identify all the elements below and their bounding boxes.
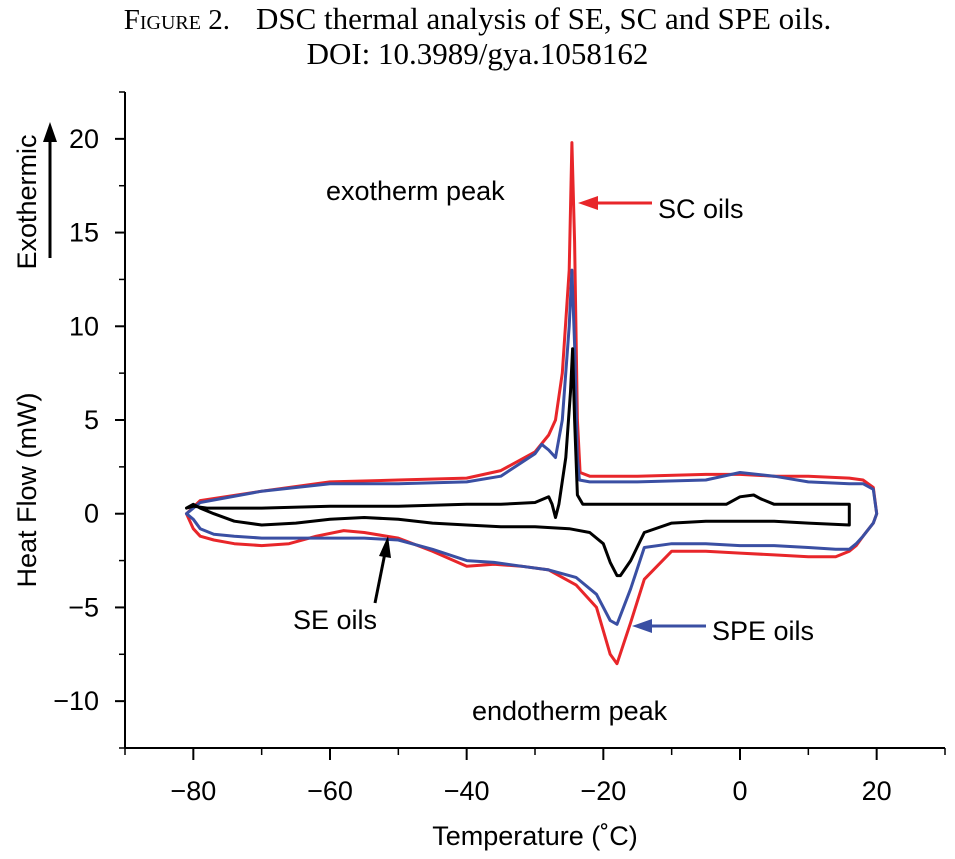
exothermic-arrow-head [43, 122, 57, 142]
y-axis-title: Heat Flow (mW) [12, 393, 42, 588]
x-tick-label: −20 [580, 776, 626, 806]
endotherm-peak-label: endotherm peak [472, 696, 668, 726]
y-tick-label: −10 [53, 686, 99, 716]
exotherm-peak-label: exotherm peak [326, 176, 505, 206]
se-oils-pointer-head [379, 536, 391, 558]
spe-oils-curve [185, 268, 879, 626]
sc-oils-label: SC oils [658, 194, 744, 224]
y-tick-label: 0 [84, 499, 99, 529]
y-tick-label: 5 [84, 405, 99, 435]
sc-oils-pointer-head [578, 196, 598, 210]
se-oils-curve [185, 347, 851, 578]
figure-label: Figure 2. [123, 4, 230, 36]
y-tick-label: 15 [69, 218, 99, 248]
caption-line-2: DOI: 10.3989/gya.1058162 [306, 36, 649, 71]
exothermic-label: Exothermic [12, 134, 42, 269]
se-oils-label: SE oils [293, 605, 377, 635]
figure-caption: Figure 2. DSC thermal analysis of SE, SC … [0, 2, 955, 71]
y-tick-label: 20 [69, 124, 99, 154]
x-tick-label: −40 [444, 776, 490, 806]
y-tick-label: −5 [68, 592, 99, 622]
x-tick-label: −60 [307, 776, 353, 806]
x-axis-title: Temperature (˚C) [432, 821, 638, 851]
annotations: exotherm peak SC oils SE oils SPE oils endot… [293, 176, 814, 726]
caption-title: DSC thermal analysis of SE, SC and SPE o… [255, 1, 832, 36]
x-tick-label: −80 [170, 776, 216, 806]
axes: −10 −5 0 5 10 15 20 −80 −60 −40 −20 0 20 Temperature … [12, 91, 946, 851]
series-layer [185, 141, 879, 666]
se-oils-pointer [373, 552, 387, 604]
spe-oils-label: SPE oils [712, 616, 814, 646]
sc-oils-curve [185, 141, 879, 666]
caption-line-1: Figure 2. DSC thermal analysis of SE, SC … [0, 2, 955, 37]
spe-oils-pointer-head [632, 619, 652, 633]
x-tick-label: 20 [862, 776, 892, 806]
y-tick-label: 10 [69, 311, 99, 341]
x-tick-label: 0 [732, 776, 747, 806]
